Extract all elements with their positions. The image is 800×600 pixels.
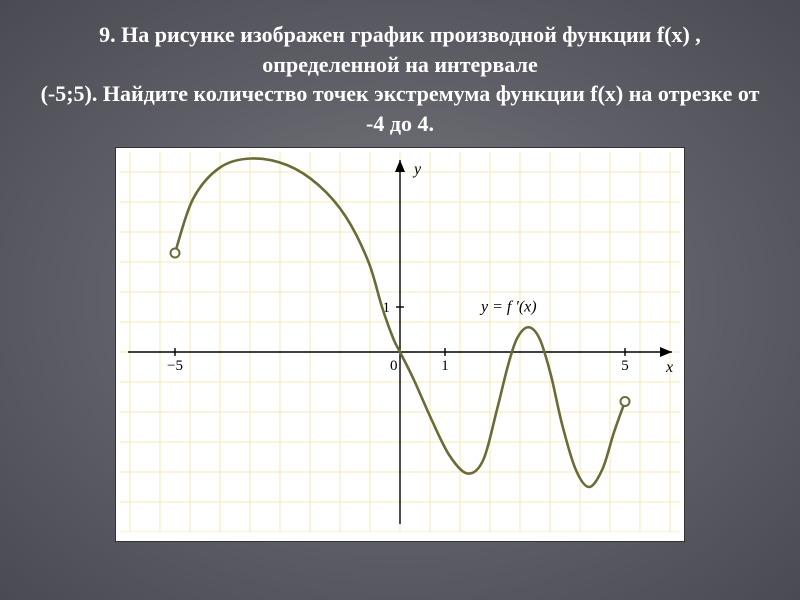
svg-text:y: y [412,161,422,178]
derivative-chart: −50151yxy = f ′(x) [120,152,680,532]
title-line-1: 9. На рисунке изображен график производн… [40,20,760,79]
svg-text:1: 1 [441,358,449,374]
title-line-2: (-5;5). Найдите количество точек экстрем… [40,79,760,138]
chart-container: −50151yxy = f ′(x) [115,147,685,542]
svg-text:y = f ′(x): y = f ′(x) [479,298,537,315]
problem-title: 9. На рисунке изображен график производн… [0,0,800,147]
svg-text:0: 0 [390,358,398,374]
svg-text:x: x [665,359,673,376]
svg-text:−5: −5 [167,358,183,374]
svg-text:5: 5 [621,358,629,374]
